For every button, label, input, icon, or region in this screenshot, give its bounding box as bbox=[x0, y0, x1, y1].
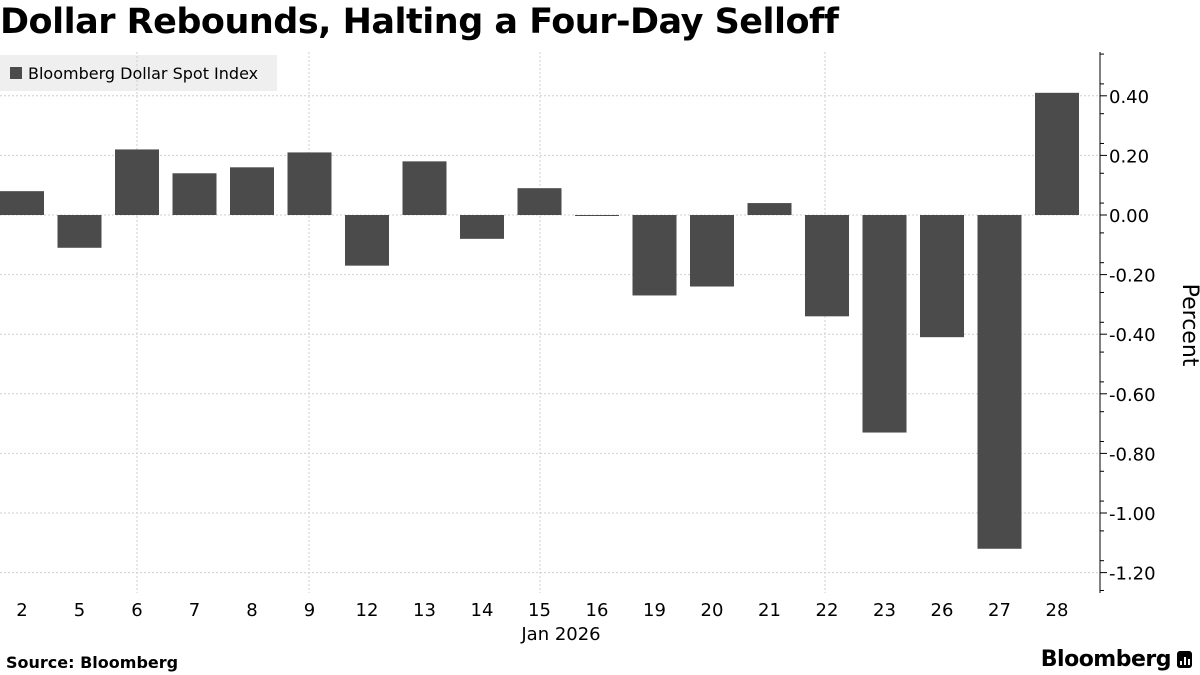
x-tick-label: 16 bbox=[586, 600, 609, 621]
bar bbox=[862, 215, 907, 433]
y-tick-label: -0.60 bbox=[1109, 385, 1156, 406]
bar bbox=[172, 173, 217, 215]
bar bbox=[690, 215, 734, 287]
y-axis: 0.40 0.20 0.00 -0.20 -0.40 -0.60 -0.80 -1.00 -1.… bbox=[1099, 52, 1156, 593]
x-tick-label: 27 bbox=[988, 600, 1011, 621]
bar bbox=[805, 215, 849, 317]
bar bbox=[517, 188, 562, 215]
x-tick-label: 15 bbox=[528, 600, 551, 621]
x-axis: 2 5 6 7 8 9 12 13 14 15 16 19 20 21 22 23 26 27 28 bbox=[16, 600, 1068, 621]
bar bbox=[57, 215, 102, 248]
bars bbox=[0, 92, 1079, 549]
x-tick-label: 2 bbox=[16, 600, 27, 621]
x-axis-group-label: Jan 2026 bbox=[520, 624, 600, 645]
x-tick-label: 21 bbox=[758, 600, 781, 621]
brand-name: Bloomberg bbox=[1040, 647, 1172, 672]
x-tick-label: 28 bbox=[1046, 600, 1069, 621]
legend: Bloomberg Dollar Spot Index bbox=[0, 55, 277, 91]
x-tick-label: 19 bbox=[643, 600, 666, 621]
y-tick-label: 0.40 bbox=[1109, 87, 1149, 108]
bar bbox=[287, 152, 332, 215]
x-tick-label: 9 bbox=[304, 600, 315, 621]
legend-label: Bloomberg Dollar Spot Index bbox=[28, 63, 259, 83]
x-tick-label: 7 bbox=[189, 600, 200, 621]
bar bbox=[115, 149, 159, 215]
x-tick-label: 6 bbox=[131, 600, 142, 621]
y-tick-label: -0.80 bbox=[1109, 444, 1156, 465]
x-tick-label: 8 bbox=[246, 600, 257, 621]
x-tick-label: 5 bbox=[74, 600, 85, 621]
bar bbox=[460, 215, 504, 239]
source-note: Source: Bloomberg bbox=[6, 653, 179, 672]
brand-logo: Bloomberg bbox=[1041, 647, 1192, 672]
bar bbox=[920, 215, 964, 338]
bar-chart-icon bbox=[1177, 651, 1192, 668]
y-tick-label: -1.00 bbox=[1109, 504, 1156, 525]
x-tick-label: 22 bbox=[816, 600, 839, 621]
chart-title: Dollar Rebounds, Halting a Four-Day Sell… bbox=[0, 2, 839, 42]
bar bbox=[345, 215, 389, 266]
bar bbox=[977, 215, 1022, 549]
y-tick-label: 0.00 bbox=[1109, 206, 1149, 227]
bar bbox=[0, 191, 44, 215]
y-tick-label: 0.20 bbox=[1109, 146, 1149, 167]
x-tick-label: 12 bbox=[356, 600, 379, 621]
x-tick-label: 23 bbox=[873, 600, 896, 621]
bar bbox=[575, 215, 619, 216]
bar bbox=[402, 161, 447, 215]
y-axis-title: Percent bbox=[1177, 284, 1200, 367]
bar bbox=[230, 167, 274, 215]
bar bbox=[1035, 92, 1079, 215]
legend-swatch bbox=[10, 67, 22, 79]
bar bbox=[632, 215, 677, 296]
x-tick-label: 20 bbox=[701, 600, 724, 621]
gridlines bbox=[0, 52, 1100, 593]
y-tick-label: -0.20 bbox=[1109, 266, 1156, 287]
x-tick-label: 14 bbox=[471, 600, 494, 621]
x-tick-label: 26 bbox=[931, 600, 954, 621]
bar bbox=[747, 203, 792, 215]
y-tick-label: -0.40 bbox=[1109, 325, 1156, 346]
x-tick-label: 13 bbox=[413, 600, 436, 621]
y-tick-label: -1.20 bbox=[1109, 564, 1156, 585]
